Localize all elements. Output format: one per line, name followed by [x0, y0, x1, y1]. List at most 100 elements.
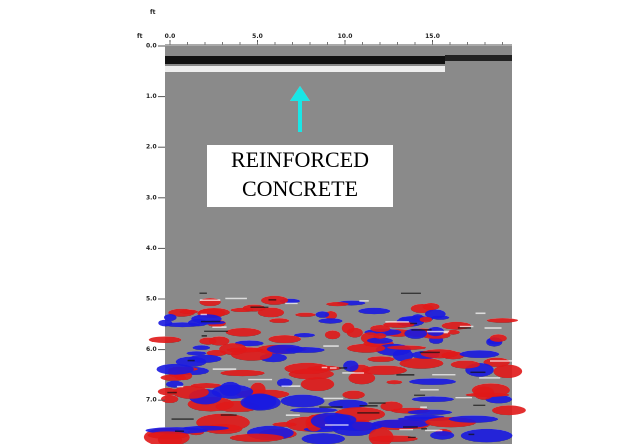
radar-anomaly — [148, 336, 182, 343]
noise-streak — [167, 391, 177, 394]
annotation-line: CONCRETE — [242, 176, 358, 201]
noise-streak — [199, 299, 221, 301]
radar-anomaly — [276, 378, 293, 388]
radar-anomaly — [294, 332, 315, 338]
noise-streak — [329, 367, 337, 369]
radar-anomaly — [368, 427, 394, 444]
y-unit: ft — [137, 33, 143, 40]
noise-streak — [385, 321, 409, 323]
radar-anomaly — [471, 383, 510, 397]
y-tick-label: 7.0 — [146, 397, 157, 404]
noise-streak — [459, 325, 474, 328]
radar-anomaly — [324, 330, 341, 340]
radar-anomaly — [219, 381, 242, 397]
radar-anomaly — [172, 385, 209, 399]
noise-streak — [174, 430, 184, 432]
noise-streak — [323, 345, 339, 347]
radar-anomaly — [483, 357, 510, 367]
radar-anomaly — [348, 371, 376, 385]
radar-anomaly — [318, 318, 343, 324]
noise-streak — [400, 292, 421, 294]
noise-streak — [410, 322, 418, 325]
noise-streak — [420, 406, 427, 409]
noise-streak — [470, 371, 486, 374]
noise-streak — [490, 360, 513, 362]
radar-anomaly — [188, 354, 222, 363]
noise-streak — [248, 378, 273, 381]
radar-anomaly — [230, 307, 254, 312]
radar-anomaly — [343, 360, 359, 372]
radar-anomaly — [199, 298, 221, 306]
noise-streak — [176, 385, 184, 388]
radar-anomaly — [300, 377, 335, 392]
noise-streak — [421, 427, 427, 430]
annotation-box — [207, 145, 393, 207]
noise-streak — [403, 426, 418, 428]
noise-streak — [455, 396, 473, 399]
noise-streak — [200, 320, 221, 323]
radar-anomaly — [373, 333, 387, 339]
radar-anomaly — [420, 349, 459, 359]
noise-streak — [220, 414, 237, 416]
x-tick-label: 5.0 — [252, 33, 263, 40]
radar-anomaly — [367, 356, 395, 362]
radar-anomaly — [411, 396, 454, 403]
noise-streak — [443, 331, 448, 334]
radar-anomaly — [186, 351, 207, 356]
y-tick-label: 3.0 — [146, 194, 157, 201]
radar-anomaly — [290, 407, 338, 413]
radar-anomaly — [243, 393, 277, 410]
radar-anomaly — [422, 303, 440, 310]
radar-anomaly — [409, 378, 456, 385]
y-tick-label: 2.0 — [146, 144, 157, 151]
noise-streak — [201, 335, 207, 337]
radar-anomaly — [301, 433, 346, 444]
radar-anomaly — [489, 334, 507, 342]
x-tick-label: 0.0 — [165, 33, 176, 40]
radar-anomaly — [430, 431, 455, 440]
ruler — [165, 30, 512, 46]
noise-streak — [342, 372, 365, 374]
radar-anomaly — [446, 329, 460, 335]
noise-streak — [357, 412, 380, 414]
radar-anomaly — [326, 302, 349, 307]
radar-anomaly — [342, 390, 365, 399]
noise-streak — [212, 368, 237, 370]
radar-anomaly — [284, 362, 331, 375]
x-ticks: 0.0 5.0 10.0 15.0 — [165, 33, 503, 45]
noise-streak — [171, 418, 194, 420]
radar-anomaly — [295, 312, 316, 317]
y-ticks: 0.0 1.0 2.0 3.0 4.0 5.0 6.0 7.0 — [146, 43, 165, 404]
radar-anomaly — [250, 382, 266, 397]
radar-anomaly — [367, 337, 393, 344]
noise-streak — [187, 359, 195, 362]
radar-anomaly — [372, 419, 430, 429]
noise-streak — [425, 429, 443, 432]
surface-reflection — [445, 55, 512, 61]
radar-anomaly — [268, 335, 301, 343]
noise-streak — [268, 299, 277, 301]
noise-streak — [359, 404, 378, 407]
radar-anomaly — [460, 428, 513, 443]
radar-anomaly — [362, 365, 407, 375]
radar-anomaly — [269, 318, 290, 323]
radar-anomaly — [358, 307, 391, 315]
noise-streak — [419, 351, 440, 354]
noise-streak — [319, 406, 343, 408]
noise-streak — [468, 433, 475, 436]
noise-streak — [204, 330, 228, 332]
noise-streak — [285, 302, 298, 305]
radar-anomaly — [493, 364, 523, 378]
radar-anomaly — [450, 360, 480, 369]
radar-anomaly — [459, 350, 500, 358]
surface-reflection — [165, 66, 445, 72]
noise-streak — [479, 377, 501, 379]
noise-streak — [407, 436, 416, 439]
noise-streak — [420, 389, 439, 391]
noise-streak — [484, 327, 502, 329]
noise-streak — [411, 329, 432, 331]
radar-anomaly — [407, 409, 453, 415]
noise-streak — [200, 313, 207, 316]
radar-anomaly — [492, 405, 526, 416]
